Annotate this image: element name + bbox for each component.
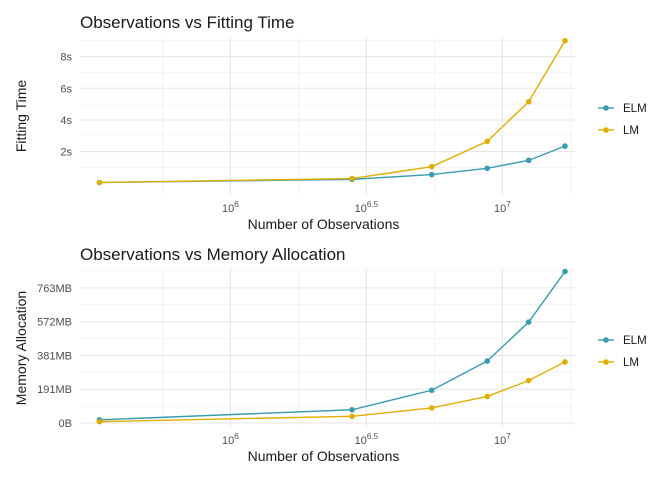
- chart-panel-2: Observations vs Memory Allocation 0B 191MB…: [13, 245, 647, 464]
- series-lm: [96, 37, 568, 186]
- series-line-lm: [99, 40, 566, 184]
- x-tick-base: 10: [222, 435, 234, 447]
- y-axis-title: Memory Allocation: [13, 291, 29, 405]
- legend-key-point: [603, 359, 609, 365]
- x-axis-title: Number of Observations: [248, 448, 400, 464]
- legend-key-lm: [598, 359, 614, 365]
- y-tick-label: 4s: [60, 115, 72, 127]
- data-point-elm: [484, 165, 491, 172]
- data-point-lm: [484, 138, 491, 145]
- series-lm: [96, 359, 568, 425]
- data-point-elm: [525, 319, 532, 325]
- x-tick-exponent: 6: [234, 432, 239, 441]
- data-point-lm: [525, 98, 532, 105]
- data-point-lm: [484, 393, 491, 400]
- x-tick-exponent: 7: [506, 432, 511, 441]
- data-point-lm: [428, 405, 435, 411]
- data-point-lm: [562, 37, 568, 44]
- y-tick-label: 191MB: [37, 384, 72, 396]
- data-point-lm: [562, 359, 568, 365]
- data-point-lm: [349, 175, 355, 182]
- x-tick-label: 107: [494, 200, 511, 215]
- data-point-elm: [428, 171, 435, 178]
- y-tick-label: 2s: [60, 147, 72, 159]
- legend-entry-label: LM: [623, 357, 639, 369]
- x-tick-label: 106.5: [355, 432, 379, 447]
- x-tick-label: 107: [494, 432, 511, 447]
- chart-title: Observations vs Memory Allocation: [80, 245, 346, 264]
- series-elm: [96, 268, 568, 423]
- series-line-elm: [99, 271, 566, 421]
- x-tick-exponent: 6.5: [367, 200, 379, 209]
- y-tick-label: 763MB: [37, 283, 72, 295]
- legend: ELM LM: [598, 335, 647, 369]
- chart-title: Observations vs Fitting Time: [80, 13, 294, 32]
- data-point-lm: [428, 163, 435, 170]
- legend-entry-label: ELM: [623, 335, 647, 347]
- data-point-elm: [484, 358, 491, 364]
- legend: ELM LM: [598, 103, 647, 137]
- x-tick-exponent: 6: [234, 200, 239, 209]
- x-tick-base: 10: [494, 203, 506, 215]
- legend-key-point: [603, 127, 609, 133]
- y-tick-label: 6s: [60, 83, 72, 95]
- data-point-lm: [96, 179, 103, 186]
- x-axis-title: Number of Observations: [248, 216, 400, 232]
- y-tick-label: 381MB: [37, 351, 72, 363]
- data-point-elm: [562, 143, 568, 149]
- x-tick-label: 106: [222, 432, 239, 447]
- legend-key-point: [603, 337, 609, 343]
- y-axis-title: Fitting Time: [13, 80, 29, 153]
- data-point-elm: [428, 387, 435, 394]
- x-tick-exponent: 7: [506, 200, 511, 209]
- legend-key-elm: [598, 105, 614, 111]
- data-point-lm: [96, 418, 103, 425]
- data-point-elm: [525, 157, 532, 164]
- legend-key-elm: [598, 337, 614, 343]
- legend-entry-label: LM: [623, 125, 639, 137]
- data-point-elm: [349, 406, 355, 413]
- x-tick-base: 10: [494, 435, 506, 447]
- data-point-lm: [349, 413, 355, 420]
- data-point-elm: [562, 268, 568, 275]
- data-point-lm: [525, 377, 532, 384]
- x-tick-label: 106: [222, 200, 239, 215]
- x-tick-label: 106.5: [355, 200, 379, 215]
- legend-key-point: [603, 105, 609, 111]
- x-tick-exponent: 6.5: [367, 432, 379, 441]
- x-tick-base: 10: [355, 435, 367, 447]
- y-tick-label: 572MB: [37, 317, 72, 329]
- x-tick-base: 10: [222, 203, 234, 215]
- x-tick-base: 10: [355, 203, 367, 215]
- y-tick-label: 0B: [59, 418, 72, 430]
- legend-entry-label: ELM: [623, 103, 647, 115]
- y-tick-label: 8s: [60, 52, 72, 64]
- legend-key-lm: [598, 127, 614, 133]
- series-line-lm: [99, 361, 566, 423]
